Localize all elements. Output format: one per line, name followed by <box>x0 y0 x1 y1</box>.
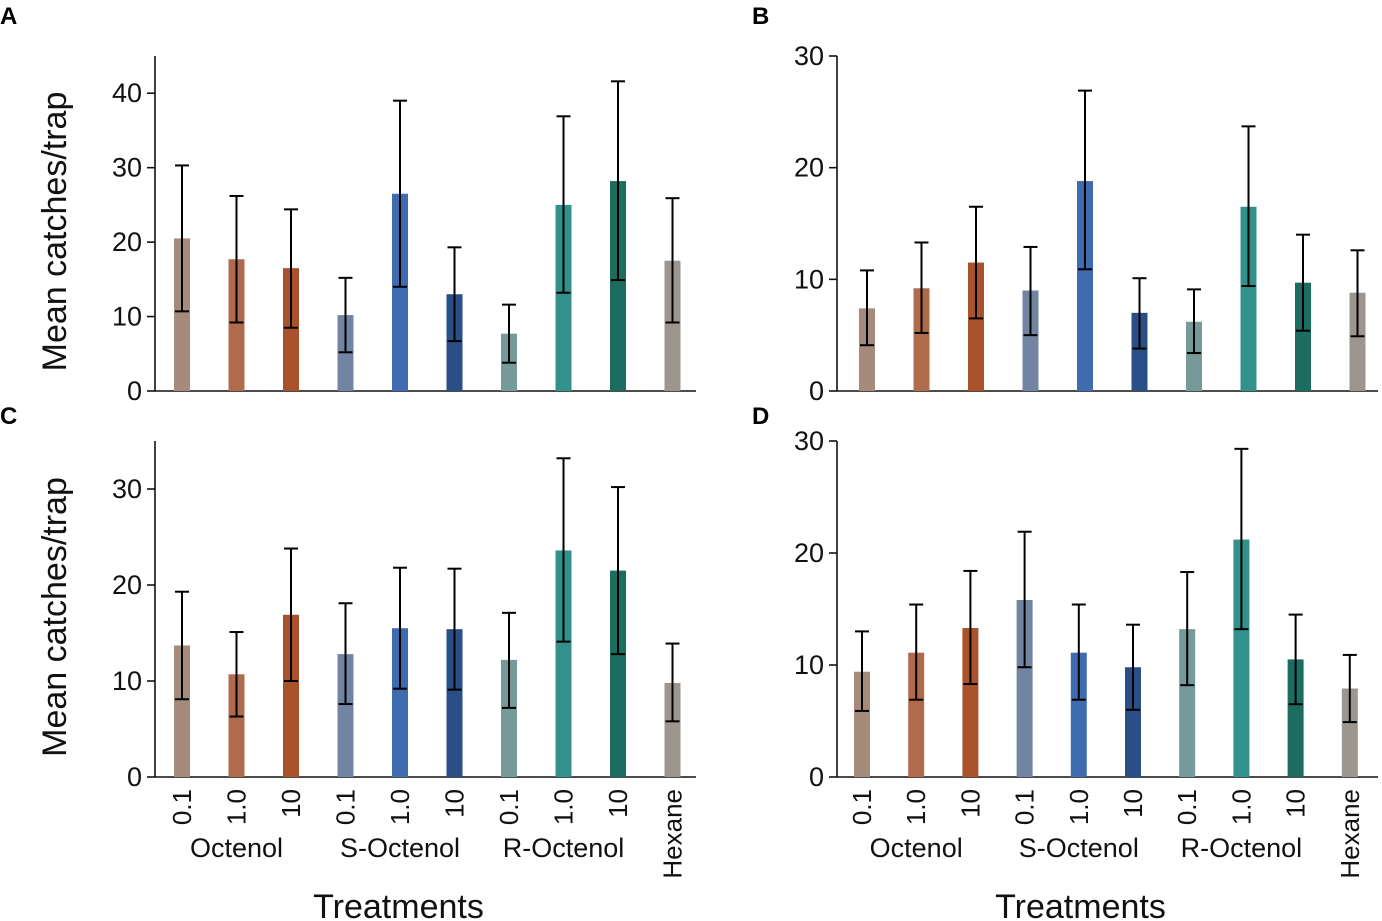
x-axis-title: Treatments <box>995 888 1166 921</box>
y-tick-label: 30 <box>112 474 142 504</box>
bar <box>1077 181 1093 391</box>
bar <box>610 181 626 391</box>
y-tick-label: 10 <box>112 302 142 332</box>
x-tick-label: 1.0 <box>1064 789 1094 825</box>
x-tick-label: 1.0 <box>1226 789 1256 825</box>
bar <box>1295 282 1311 391</box>
x-tick-label: 1.0 <box>549 789 579 825</box>
bar <box>664 682 681 777</box>
bar <box>962 628 979 777</box>
panel-letter: B <box>752 3 769 30</box>
panel-a: A 0 10 20 30 40 Mean catches/trap <box>0 3 696 406</box>
x-tick-label: 10 <box>440 789 470 818</box>
bar <box>392 193 408 391</box>
x-tick-label: 0.1 <box>331 789 361 825</box>
bar <box>337 654 354 777</box>
bar <box>392 628 408 777</box>
bar <box>446 294 463 391</box>
panel-letter: A <box>0 3 17 30</box>
bar <box>446 629 463 777</box>
bar <box>174 238 190 391</box>
bar <box>1022 290 1039 391</box>
x-tick-label: 0.1 <box>167 789 197 825</box>
bar <box>283 614 299 777</box>
x-tick-label: 0.1 <box>1010 789 1040 825</box>
y-tick-label: 30 <box>794 426 824 456</box>
panel-letter: C <box>0 403 17 430</box>
bar <box>908 652 925 777</box>
x-tick-label: 10 <box>603 789 633 818</box>
bar <box>1341 688 1358 777</box>
x-tick-label: 1.0 <box>901 789 931 825</box>
x-tick-label: 1.0 <box>222 789 252 825</box>
group-label: S-Octenol <box>1019 833 1139 863</box>
y-tick-label: 0 <box>809 376 824 406</box>
panel-b: B 0 10 20 30 <box>752 3 1378 406</box>
bar <box>913 288 930 391</box>
group-label: Octenol <box>870 833 963 863</box>
bar <box>1070 652 1087 777</box>
bar <box>859 308 875 391</box>
group-label: S-Octenol <box>340 833 460 863</box>
bar <box>1349 292 1366 391</box>
bar <box>1131 312 1148 391</box>
x-tick-label: 10 <box>1281 789 1311 818</box>
x-tick-label: 0.1 <box>1172 789 1202 825</box>
x-tick-label: 10 <box>955 789 985 818</box>
x-tick-label: 10 <box>1118 789 1148 818</box>
y-tick-label: 10 <box>794 264 824 294</box>
bar <box>1233 539 1250 777</box>
bar <box>1240 206 1257 391</box>
bar <box>1186 321 1202 391</box>
bar <box>228 259 245 391</box>
y-axis-title: Mean catches/trap <box>36 477 74 757</box>
y-tick-label: 0 <box>809 762 824 792</box>
panel-c: C 0 10 20 30 Mean catches/trap 0.1 1.0 10 0.1 1.0 1… <box>0 403 696 921</box>
y-tick-label: 40 <box>112 78 142 108</box>
y-tick-label: 20 <box>794 153 824 183</box>
y-tick-label: 20 <box>112 227 142 257</box>
x-tick-label: 10 <box>276 789 306 818</box>
group-label: R-Octenol <box>1181 833 1303 863</box>
y-tick-label: 10 <box>112 666 142 696</box>
y-tick-label: 10 <box>794 650 824 680</box>
panel-letter: D <box>752 403 769 430</box>
bar <box>174 645 190 777</box>
bar <box>610 570 626 777</box>
y-tick-label: 0 <box>127 376 142 406</box>
group-label: Octenol <box>190 833 283 863</box>
x-tick-label: 0.1 <box>847 789 877 825</box>
bar <box>1016 600 1033 777</box>
x-tick-label: 1.0 <box>385 789 415 825</box>
y-tick-label: 20 <box>112 570 142 600</box>
bar <box>501 659 517 777</box>
bar <box>555 550 572 777</box>
x-tick-label: Hexane <box>658 789 688 879</box>
bar <box>1179 629 1196 777</box>
x-tick-label: Hexane <box>1335 789 1365 879</box>
y-axis-title: Mean catches/trap <box>36 92 74 372</box>
bar <box>664 260 681 391</box>
bar <box>555 204 572 391</box>
bar <box>1287 659 1304 777</box>
y-tick-label: 0 <box>127 762 142 792</box>
bar <box>283 268 299 391</box>
y-tick-label: 30 <box>112 153 142 183</box>
panel-d: D 0 10 20 30 0.1 1.0 10 0.1 1.0 10 0.1 1.0 10 Hexane Oc… <box>752 403 1378 921</box>
bar <box>228 674 245 777</box>
x-tick-label: 0.1 <box>494 789 524 825</box>
x-axis-title: Treatments <box>313 888 484 921</box>
bar <box>968 262 984 391</box>
y-tick-label: 30 <box>794 41 824 71</box>
y-tick-label: 20 <box>794 538 824 568</box>
bar <box>854 671 870 777</box>
group-label: R-Octenol <box>503 833 625 863</box>
bar <box>1125 667 1141 777</box>
